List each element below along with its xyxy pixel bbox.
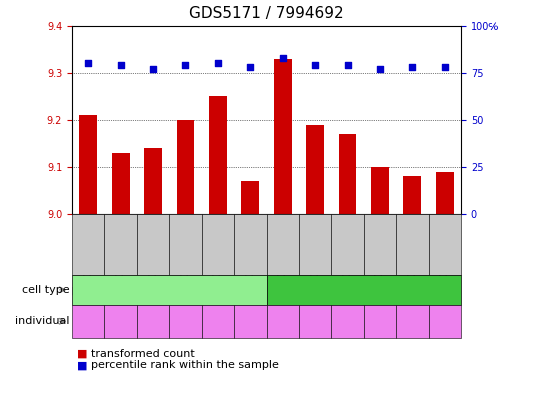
Text: GSM1311788: GSM1311788 <box>148 212 158 277</box>
Text: patien: patien <box>270 310 295 319</box>
Point <box>376 66 384 72</box>
Text: t6: t6 <box>441 325 449 334</box>
Text: GSM1311791: GSM1311791 <box>407 212 417 277</box>
Bar <box>79 115 97 214</box>
Text: ■: ■ <box>77 360 88 371</box>
Point <box>311 62 319 68</box>
Text: patien: patien <box>400 310 425 319</box>
Text: deep neck progenitor: deep neck progenitor <box>304 285 424 295</box>
Text: t2: t2 <box>117 325 125 334</box>
Point <box>246 64 255 70</box>
Text: patien: patien <box>173 310 198 319</box>
Text: patien: patien <box>141 310 165 319</box>
Text: GSM1311789: GSM1311789 <box>375 212 385 277</box>
Text: t4: t4 <box>376 325 384 334</box>
Text: cell type: cell type <box>22 285 69 295</box>
Point <box>214 60 222 66</box>
Point <box>181 62 190 68</box>
Point <box>116 62 125 68</box>
Point <box>149 66 157 72</box>
Bar <box>306 125 324 214</box>
Text: percentile rank within the sample: percentile rank within the sample <box>91 360 278 371</box>
Bar <box>338 134 357 214</box>
Text: GDS5171 / 7994692: GDS5171 / 7994692 <box>189 6 344 21</box>
Text: individual: individual <box>15 316 69 326</box>
Text: GSM1311794: GSM1311794 <box>245 212 255 277</box>
Point <box>408 64 417 70</box>
Text: patien: patien <box>303 310 327 319</box>
Text: GSM1311786: GSM1311786 <box>116 212 126 277</box>
Point <box>84 60 92 66</box>
Text: patien: patien <box>206 310 230 319</box>
Text: patien: patien <box>368 310 392 319</box>
Text: subcutaneous progenitor: subcutaneous progenitor <box>100 285 239 295</box>
Point <box>441 64 449 70</box>
Bar <box>144 148 162 214</box>
Text: GSM1311784: GSM1311784 <box>83 212 93 277</box>
Text: t6: t6 <box>246 325 254 334</box>
Bar <box>176 120 195 214</box>
Text: t5: t5 <box>214 325 222 334</box>
Text: t3: t3 <box>344 325 352 334</box>
Text: t2: t2 <box>311 325 319 334</box>
Text: patien: patien <box>76 310 100 319</box>
Bar <box>209 96 227 214</box>
Text: patien: patien <box>108 310 133 319</box>
Text: patien: patien <box>238 310 263 319</box>
Point <box>278 55 287 61</box>
Bar <box>403 176 421 214</box>
Text: GSM1311785: GSM1311785 <box>310 212 320 277</box>
Text: t5: t5 <box>408 325 416 334</box>
Text: patien: patien <box>335 310 360 319</box>
Text: GSM1311792: GSM1311792 <box>213 212 223 277</box>
Bar <box>371 167 389 214</box>
Bar <box>241 181 259 214</box>
Bar <box>436 172 454 214</box>
Bar <box>274 59 292 214</box>
Text: t4: t4 <box>181 325 189 334</box>
Text: t1: t1 <box>84 325 92 334</box>
Text: GSM1311790: GSM1311790 <box>181 212 190 277</box>
Text: GSM1311783: GSM1311783 <box>278 212 288 277</box>
Text: GSM1311787: GSM1311787 <box>343 212 352 277</box>
Text: ■: ■ <box>77 349 88 359</box>
Text: GSM1311793: GSM1311793 <box>440 212 450 277</box>
Text: t3: t3 <box>149 325 157 334</box>
Point <box>343 62 352 68</box>
Text: ▶: ▶ <box>69 285 82 295</box>
Text: patien: patien <box>433 310 457 319</box>
Text: transformed count: transformed count <box>91 349 195 359</box>
Bar <box>112 153 130 214</box>
Text: t1: t1 <box>279 325 287 334</box>
